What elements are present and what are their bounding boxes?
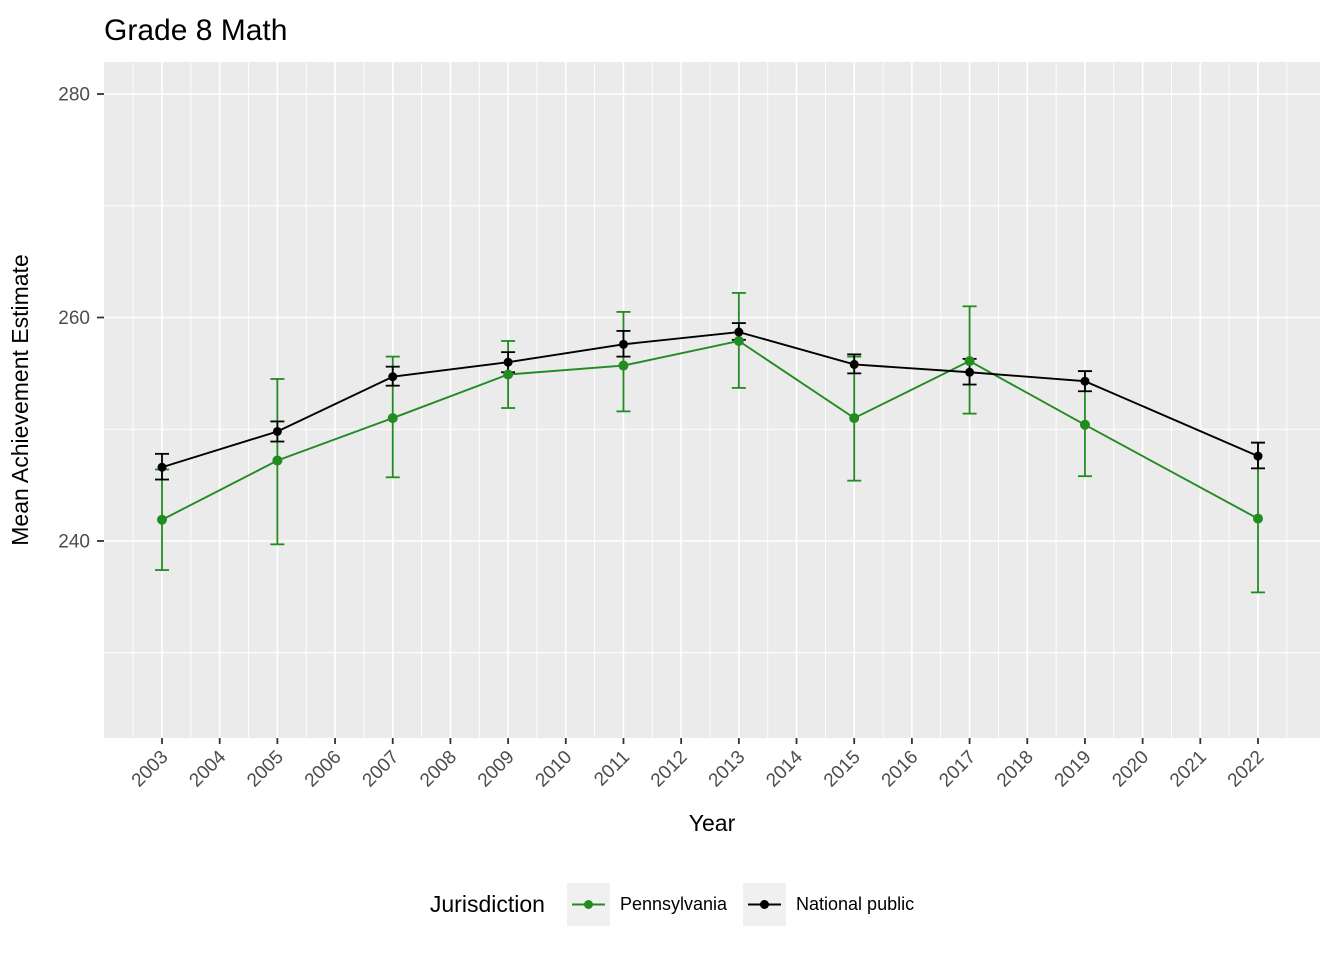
data-point-national-public-2015 — [849, 359, 859, 369]
chart-title: Grade 8 Math — [104, 14, 287, 47]
data-point-national-public-2009 — [503, 357, 513, 367]
x-tick-label-2005: 2005 — [243, 747, 288, 792]
legend-glyph-pennsylvania — [571, 900, 605, 909]
data-point-pennsylvania-2015 — [849, 413, 860, 424]
legend-label-pennsylvania: Pennsylvania — [619, 894, 728, 914]
x-tick-label-2014: 2014 — [762, 746, 807, 791]
x-tick-label-2008: 2008 — [416, 747, 461, 792]
x-tick-label-2009: 2009 — [474, 747, 519, 792]
legend-glyph-national-public — [748, 900, 782, 909]
data-point-national-public-2019 — [1080, 376, 1090, 386]
y-tick-label-240: 240 — [58, 532, 90, 553]
x-tick-label-2018: 2018 — [993, 747, 1038, 792]
legend: Jurisdiction Pennsylvania National public — [0, 883, 1344, 926]
data-point-pennsylvania-2009 — [503, 369, 514, 380]
x-tick-label-2021: 2021 — [1166, 747, 1211, 792]
data-point-national-public-2007 — [388, 372, 398, 382]
x-tick-label-2015: 2015 — [820, 747, 865, 792]
data-point-national-public-2003 — [157, 462, 167, 472]
data-point-pennsylvania-2007 — [387, 413, 398, 424]
x-axis-title: Year — [689, 810, 736, 836]
plot-panel — [104, 62, 1320, 738]
data-point-pennsylvania-2003 — [157, 514, 167, 525]
data-point-national-public-2013 — [734, 327, 744, 337]
x-tick-label-2004: 2004 — [185, 746, 230, 791]
x-tick-label-2011: 2011 — [590, 747, 634, 791]
series-line-national-public — [161, 331, 1259, 469]
x-tick-label-2016: 2016 — [878, 747, 923, 792]
y-tick-label-280: 280 — [58, 85, 90, 106]
data-point-national-public-2005 — [272, 426, 282, 436]
data-point-pennsylvania-2005 — [272, 455, 283, 466]
data-point-pennsylvania-2017 — [964, 356, 975, 367]
y-axis-title: Mean Achievement Estimate — [7, 254, 33, 545]
legend-key-pennsylvania — [566, 883, 610, 926]
x-tick-label-2013: 2013 — [705, 747, 750, 792]
series-lines — [161, 331, 1259, 521]
minor-gridlines — [104, 62, 1320, 738]
x-tick-label-2007: 2007 — [359, 747, 404, 792]
x-tick-label-2020: 2020 — [1108, 747, 1153, 792]
axis-tick-marks — [97, 93, 1259, 744]
data-point-national-public-2011 — [618, 339, 628, 349]
x-tick-label-2022: 2022 — [1224, 747, 1269, 792]
data-point-pennsylvania-2022 — [1252, 513, 1263, 524]
series-points — [157, 327, 1263, 525]
legend-item-national-public: National public — [743, 883, 914, 926]
legend-label-national-public: National public — [796, 894, 915, 914]
legend-item-pennsylvania: Pennsylvania — [566, 883, 728, 926]
x-tick-label-2003: 2003 — [128, 747, 173, 792]
y-tick-label-260: 260 — [58, 308, 90, 329]
x-tick-label-2006: 2006 — [301, 747, 346, 792]
data-point-national-public-2017 — [965, 367, 975, 377]
x-tick-label-2012: 2012 — [647, 747, 692, 792]
x-tick-label-2010: 2010 — [532, 747, 577, 792]
legend-title: Jurisdiction — [429, 891, 545, 917]
data-point-national-public-2022 — [1253, 451, 1263, 461]
x-tick-label-2019: 2019 — [1051, 747, 1096, 792]
y-axis-tick-labels: 240 260 280 — [58, 85, 90, 553]
error-bars — [155, 292, 1265, 594]
x-tick-label-2017: 2017 — [935, 747, 980, 792]
series-line-pennsylvania — [161, 339, 1259, 521]
data-point-pennsylvania-2013 — [733, 335, 744, 346]
data-point-pennsylvania-2019 — [1079, 419, 1090, 430]
legend-key-national-public — [743, 883, 787, 926]
legend-items: Pennsylvania National public — [566, 883, 914, 926]
data-point-pennsylvania-2011 — [618, 360, 629, 371]
x-axis-tick-labels: 2003 2004 2005 2006 2007 2008 2009 2010 2011 2012… — [128, 746, 1269, 791]
